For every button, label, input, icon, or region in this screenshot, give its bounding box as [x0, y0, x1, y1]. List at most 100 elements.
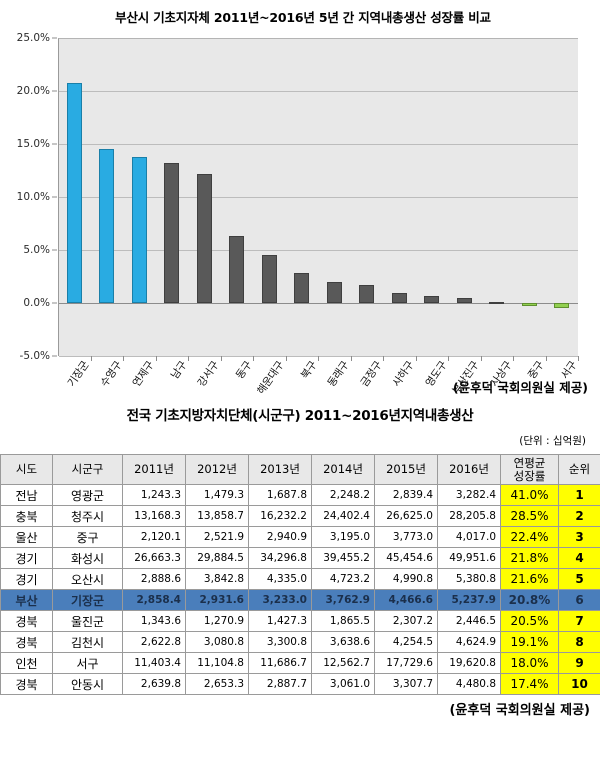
x-axis-tick	[318, 356, 319, 361]
region-sido: 충북	[0, 505, 53, 527]
y-axis-tick	[52, 90, 57, 92]
column-header-2012: 2012년	[185, 454, 249, 485]
value-rank: 1	[558, 484, 600, 506]
chart-credit: (윤후덕 국회의원실 제공)	[452, 380, 588, 395]
x-axis-tick	[415, 356, 417, 361]
value-2015: 3,773.0	[374, 526, 438, 548]
table-unit-note: (단위 : 십억원)	[519, 435, 586, 447]
table-section-title: 전국 기초지방자치단체(시군구) 2011~2016년지역내총생산	[126, 408, 474, 424]
x-axis-tick-label: 남구	[168, 359, 190, 382]
value-2011: 13,168.3	[122, 505, 186, 527]
x-axis-tick	[383, 356, 384, 361]
value-2012: 13,858.7	[185, 505, 249, 527]
table-row: 경북 김천시 2,622.8 3,080.8 3,300.8 3,638.6 4,254.5…	[0, 631, 600, 653]
bar	[229, 236, 245, 303]
x-axis-tick-label: 동구	[233, 359, 255, 382]
value-2011: 1,243.3	[122, 484, 186, 506]
value-2015: 3,307.7	[374, 673, 438, 695]
value-2015: 4,990.8	[374, 568, 438, 590]
value-2016: 2,446.5	[437, 610, 501, 632]
y-axis-tick	[52, 302, 57, 304]
x-axis-tick	[188, 356, 189, 361]
value-rank: 9	[558, 652, 600, 674]
bar	[554, 303, 570, 309]
region-sigungu: 안동시	[52, 673, 123, 695]
column-header-2014: 2014년	[311, 454, 375, 485]
value-cagr: 41.0%	[500, 484, 559, 506]
value-2014: 3,638.6	[311, 631, 375, 653]
value-cagr: 19.1%	[500, 631, 559, 653]
bar	[294, 273, 310, 303]
x-axis-tick-label: 사상구	[488, 359, 515, 390]
value-2011: 1,343.6	[122, 610, 186, 632]
bar	[391, 293, 407, 303]
bar	[131, 156, 147, 303]
value-2011: 2,888.6	[122, 568, 186, 590]
bar-chart: 25.0% 20.0% 15.0% 10.0% 5.0% 0.0% -5.0% 기장군 수영구…	[0, 32, 600, 397]
x-axis-tick	[253, 356, 254, 361]
value-2012: 11,104.8	[185, 652, 249, 674]
bar	[261, 255, 277, 303]
value-2013: 34,296.8	[248, 547, 312, 569]
value-2013: 1,427.3	[248, 610, 312, 632]
value-2016: 19,620.8	[437, 652, 501, 674]
y-axis-tick	[52, 249, 57, 251]
table-row: 전남 영광군 1,243.3 1,479.3 1,687.8 2,248.2 2,839.4…	[0, 484, 600, 506]
region-sido: 경북	[0, 631, 53, 653]
region-sido: 경기	[0, 568, 53, 590]
x-axis-tick	[220, 356, 222, 361]
column-header-rank: 순위	[558, 454, 600, 485]
region-sido: 경북	[0, 610, 53, 632]
table-credit: (윤후덕 국회의원실 제공)	[449, 703, 590, 718]
column-header-2013: 2013년	[248, 454, 312, 485]
x-axis-tick-label: 동래구	[325, 359, 352, 390]
region-sido: 인천	[0, 652, 53, 674]
x-axis-labels: 기장군 수영구 연제구 남구 강서구 동구 해운대구 북구 동래구 금정구 사하구 영도구 부산진구 사상…	[58, 358, 579, 418]
table-header-row: 시도 시군구 2011년 2012년 2013년 2014년 2015년 201…	[0, 454, 600, 485]
x-axis-tick	[480, 356, 482, 361]
value-cagr: 20.5%	[500, 610, 559, 632]
region-sigungu: 청주시	[52, 505, 123, 527]
value-2011: 2,120.1	[122, 526, 186, 548]
region-sido: 전남	[0, 484, 53, 506]
region-sigungu: 울진군	[52, 610, 123, 632]
y-axis-tick	[52, 355, 57, 357]
value-cagr: 22.4%	[500, 526, 559, 548]
value-2015: 2,839.4	[374, 484, 438, 506]
table-row: 경북 안동시 2,639.8 2,653.3 2,887.7 3,061.0 3,307.7…	[0, 673, 600, 695]
x-axis-ticks	[58, 356, 579, 362]
bar	[359, 284, 375, 303]
y-axis-tick-label: -5.0%	[19, 350, 50, 362]
x-axis-tick-label: 강서구	[195, 359, 222, 390]
region-sigungu: 김천시	[52, 631, 123, 653]
y-axis-tick-label: 0.0%	[23, 297, 50, 309]
value-2012: 2,931.6	[185, 589, 249, 611]
table-body: 전남 영광군 1,243.3 1,479.3 1,687.8 2,248.2 2,839.4…	[0, 484, 600, 695]
value-2013: 2,887.7	[248, 673, 312, 695]
bar	[164, 163, 180, 303]
bar	[196, 173, 212, 303]
bar	[489, 301, 505, 304]
value-2014: 12,562.7	[311, 652, 375, 674]
value-2013: 16,232.2	[248, 505, 312, 527]
value-2012: 2,521.9	[185, 526, 249, 548]
value-2011: 2,622.8	[122, 631, 186, 653]
y-axis-labels: 25.0% 20.0% 15.0% 10.0% 5.0% 0.0% -5.0%	[0, 32, 57, 362]
value-2016: 4,480.8	[437, 673, 501, 695]
region-sigungu: 중구	[52, 526, 123, 548]
value-cagr: 21.8%	[500, 547, 559, 569]
x-axis-tick	[155, 356, 157, 361]
bar	[66, 82, 82, 303]
value-cagr: 21.6%	[500, 568, 559, 590]
value-2014: 2,248.2	[311, 484, 375, 506]
value-rank: 4	[558, 547, 600, 569]
cagr-header-line2: 성장률	[513, 468, 546, 483]
value-2014: 24,402.4	[311, 505, 375, 527]
x-axis-tick-label: 사하구	[390, 359, 417, 390]
value-2012: 1,270.9	[185, 610, 249, 632]
table-row: 경북 울진군 1,343.6 1,270.9 1,427.3 1,865.5 2,307.2…	[0, 610, 600, 632]
region-sigungu: 기장군	[52, 589, 123, 611]
x-axis-tick	[123, 356, 124, 361]
x-axis-tick	[578, 356, 579, 361]
x-axis-tick-label: 영도구	[423, 359, 450, 390]
